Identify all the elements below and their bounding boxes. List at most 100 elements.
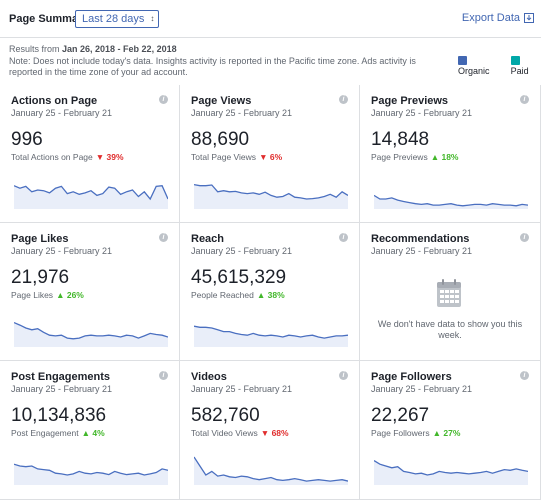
date-range-label: Last 28 days xyxy=(82,13,145,25)
sparkline-area xyxy=(14,464,168,485)
metric-label: People Reached xyxy=(191,290,254,300)
card-metric-label: Page Likes ▲ 26% xyxy=(11,290,84,300)
metric-label: Total Actions on Page xyxy=(11,152,93,162)
card-value: 45,615,329 xyxy=(191,267,287,288)
sparkline-line xyxy=(374,461,528,475)
card-date: January 25 - February 21 xyxy=(191,246,293,256)
card-actions-on-page[interactable]: Actions on Page i January 25 - February … xyxy=(0,85,180,223)
legend-item-paid[interactable]: Paid xyxy=(510,56,541,76)
metric-cards-grid: Actions on Page i January 25 - February … xyxy=(0,85,541,500)
card-page-followers[interactable]: Page Followers i January 25 - February 2… xyxy=(360,361,541,500)
sparkline-line xyxy=(194,185,348,199)
card-metric-label: Post Engagement ▲ 4% xyxy=(11,428,105,438)
card-value: 88,690 xyxy=(191,129,250,150)
info-icon[interactable]: i xyxy=(520,95,529,104)
card-date: January 25 - February 21 xyxy=(191,384,293,394)
card-page-views[interactable]: Page Views i January 25 - February 21 88… xyxy=(180,85,360,223)
sparkline-chart xyxy=(194,447,348,485)
export-data-link[interactable]: Export Data xyxy=(462,12,534,24)
info-icon[interactable]: i xyxy=(339,371,348,380)
sparkline-area xyxy=(14,185,168,209)
card-metric-label: Total Actions on Page ▼ 39% xyxy=(11,152,124,162)
legend-swatch-organic xyxy=(458,56,467,65)
card-title: Recommendations xyxy=(371,233,470,245)
trend-change: ▲ 27% xyxy=(432,428,461,438)
metric-label: Total Page Views xyxy=(191,152,257,162)
card-value: 10,134,836 xyxy=(11,405,107,426)
legend-item-organic[interactable]: Organic xyxy=(458,56,502,76)
card-title: Actions on Page xyxy=(11,95,98,107)
info-icon[interactable]: i xyxy=(159,371,168,380)
card-page-previews[interactable]: Page Previews i January 25 - February 21… xyxy=(360,85,541,223)
card-title: Videos xyxy=(191,371,227,383)
info-icon[interactable]: i xyxy=(339,233,348,242)
sparkline-area xyxy=(194,184,348,209)
trend-change: ▲ 4% xyxy=(81,428,105,438)
card-videos[interactable]: Videos i January 25 - February 21 582,76… xyxy=(180,361,360,500)
trend-change: ▼ 68% xyxy=(260,428,289,438)
card-date: January 25 - February 21 xyxy=(11,384,113,394)
sparkline-chart xyxy=(374,171,528,209)
sparkline-area xyxy=(194,457,348,485)
trend-change: ▼ 6% xyxy=(259,152,283,162)
legend-label-organic: Organic xyxy=(458,66,490,76)
card-reach[interactable]: Reach i January 25 - February 21 45,615,… xyxy=(180,223,360,361)
legend-label-paid: Paid xyxy=(510,66,529,76)
metric-label: Page Likes xyxy=(11,290,54,300)
sparkline-area xyxy=(14,322,168,347)
card-date: January 25 - February 21 xyxy=(371,246,473,256)
sparkline-area xyxy=(374,195,528,209)
info-icon[interactable]: i xyxy=(159,233,168,242)
sparkline-chart xyxy=(14,447,168,485)
card-recommendations[interactable]: Recommendations i January 25 - February … xyxy=(360,223,541,361)
sparkline-line xyxy=(194,457,348,481)
card-metric-label: People Reached ▲ 38% xyxy=(191,290,285,300)
card-title: Reach xyxy=(191,233,225,245)
card-metric-label: Page Followers ▲ 27% xyxy=(371,428,460,438)
card-title: Page Likes xyxy=(11,233,69,245)
trend-change: ▲ 26% xyxy=(56,290,84,300)
results-prefix: Results from xyxy=(9,44,63,54)
legend: Organic Paid xyxy=(458,56,541,76)
card-metric-label: Total Page Views ▼ 6% xyxy=(191,152,282,162)
trend-change: ▲ 18% xyxy=(430,152,459,162)
card-date: January 25 - February 21 xyxy=(11,246,113,256)
legend-swatch-paid xyxy=(510,56,520,65)
download-icon xyxy=(524,13,534,23)
card-date: January 25 - February 21 xyxy=(371,384,473,394)
page-title: Page Summary xyxy=(9,13,89,25)
results-range-line: Results from Jan 26, 2018 - Feb 22, 2018 xyxy=(9,44,429,56)
card-title: Post Engagements xyxy=(11,371,111,383)
sparkline-chart xyxy=(374,447,528,485)
card-metric-label: Page Previews ▲ 18% xyxy=(371,152,459,162)
card-value: 22,267 xyxy=(371,405,430,426)
info-icon[interactable]: i xyxy=(520,233,529,242)
card-page-likes[interactable]: Page Likes i January 25 - February 21 21… xyxy=(0,223,180,361)
sparkline-line xyxy=(374,195,528,205)
empty-state-message: We don't have data to show you this week… xyxy=(377,319,523,340)
card-title: Page Followers xyxy=(371,371,452,383)
info-icon[interactable]: i xyxy=(520,371,529,380)
card-value: 582,760 xyxy=(191,405,260,426)
metric-label: Page Previews xyxy=(371,152,428,162)
sparkline-chart xyxy=(14,309,168,347)
card-post-engagements[interactable]: Post Engagements i January 25 - February… xyxy=(0,361,180,500)
card-value: 14,848 xyxy=(371,129,430,150)
info-icon[interactable]: i xyxy=(339,95,348,104)
summary-header: Page Summary Last 28 days ↕ Export Data xyxy=(0,0,541,38)
date-range-select[interactable]: Last 28 days ↕ xyxy=(75,10,160,28)
trend-change: ▲ 38% xyxy=(256,290,285,300)
sparkline-line xyxy=(194,326,348,338)
card-title: Page Views xyxy=(191,95,252,107)
trend-change: ▼ 39% xyxy=(95,152,124,162)
sparkline-area xyxy=(194,326,348,347)
info-icon[interactable]: i xyxy=(159,95,168,104)
card-value: 996 xyxy=(11,129,43,150)
sort-caret-icon: ↕ xyxy=(150,14,155,23)
metric-label: Page Followers xyxy=(371,428,430,438)
card-date: January 25 - February 21 xyxy=(191,108,293,118)
sparkline-line xyxy=(14,464,168,475)
results-note: Note: Does not include today's data. Ins… xyxy=(9,55,416,78)
sparkline-chart xyxy=(194,309,348,347)
sparkline-line xyxy=(14,186,168,199)
